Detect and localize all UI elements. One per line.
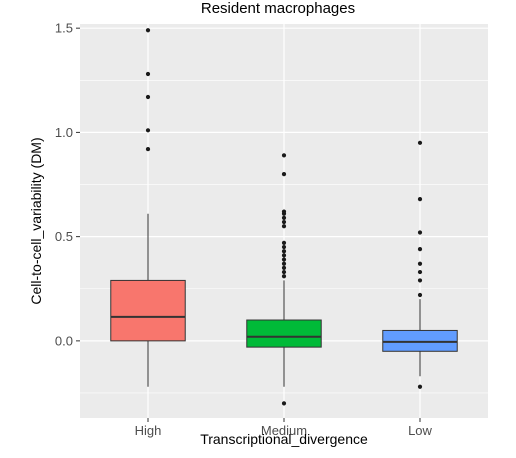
outlier-point — [417, 269, 423, 275]
outlier-point — [281, 209, 287, 214]
outlier-point — [281, 253, 287, 258]
y-tick-label: 1.5 — [55, 21, 73, 36]
x-axis-ticks: High Medium Low — [135, 418, 433, 438]
outlier-point — [145, 94, 151, 100]
outlier-point — [281, 401, 287, 406]
y-tick-label: 0.5 — [55, 229, 73, 244]
outlier-point — [281, 244, 287, 250]
outlier-point — [417, 384, 423, 389]
outlier-point — [281, 224, 287, 229]
outlier-point — [281, 153, 287, 158]
chart-title: Resident macrophages — [201, 0, 355, 17]
outlier-point — [281, 269, 287, 275]
outlier-point — [145, 146, 151, 152]
y-axis-ticks: 0.0 0.5 1.0 1.5 — [55, 21, 80, 348]
box-medium — [246, 153, 322, 406]
box-high — [110, 28, 186, 387]
x-axis-title: Transcriptional_divergence — [200, 431, 368, 447]
outlier-point — [417, 247, 423, 252]
outlier-point — [417, 140, 423, 145]
boxes-layer — [110, 28, 458, 406]
outlier-point — [281, 240, 287, 245]
outlier-point — [417, 278, 423, 283]
outlier-point — [281, 257, 287, 262]
box-low — [382, 140, 458, 389]
x-tick-label: Medium — [261, 423, 307, 438]
outlier-point — [281, 171, 287, 177]
y-tick-label: 1.0 — [55, 125, 73, 140]
outlier-point — [145, 28, 151, 33]
box-iqr — [382, 329, 458, 352]
outlier-point — [281, 219, 287, 225]
x-tick-label: High — [135, 423, 162, 438]
outlier-point — [417, 261, 423, 266]
y-tick-label: 0.0 — [55, 333, 73, 348]
outlier-point — [417, 292, 423, 298]
outlier-point — [281, 261, 287, 266]
box-iqr — [246, 319, 322, 348]
outlier-point — [145, 71, 151, 77]
y-axis-title: Cell-to-cell_variability (DM) — [28, 137, 44, 304]
outlier-point — [281, 249, 287, 254]
box-iqr — [110, 279, 186, 342]
outlier-point — [281, 265, 287, 271]
outlier-point — [417, 230, 423, 235]
outlier-point — [417, 197, 423, 202]
x-tick-label: Low — [408, 423, 432, 438]
outlier-point — [281, 215, 287, 220]
outlier-point — [281, 274, 287, 279]
outlier-point — [145, 128, 151, 133]
